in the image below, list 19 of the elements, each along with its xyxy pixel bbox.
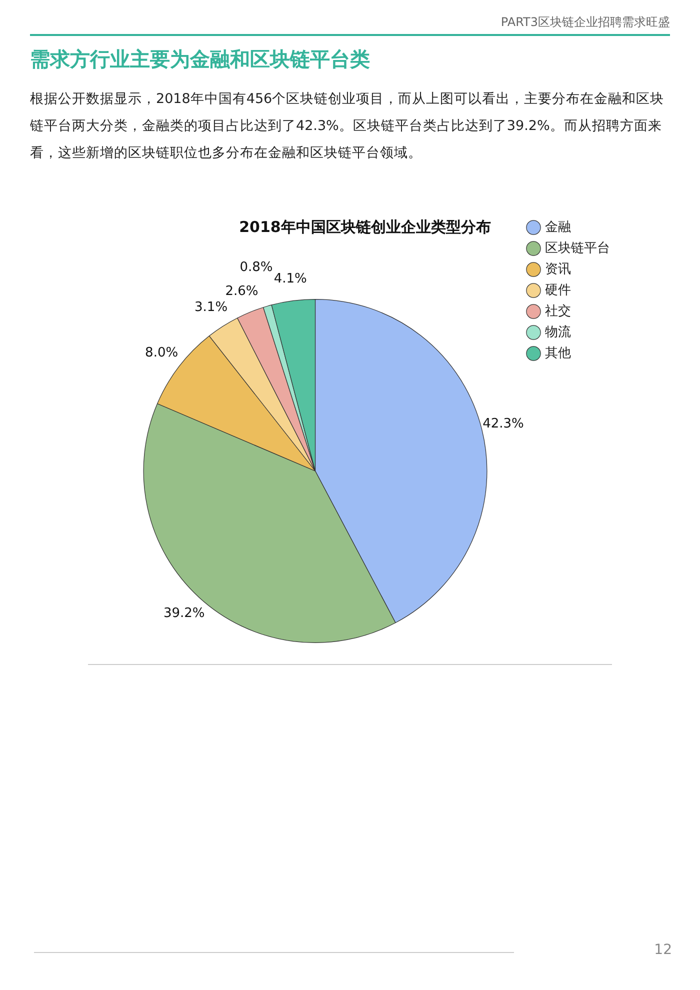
legend-label: 物流 [545, 324, 571, 340]
text: 根据公开数据显示，2018年中国有456个区块链创业项目，而从上图可以看出，主要分布在金融和区块链平台两大分类，金融类的项目占比达到了42.3%。区块链平台类占比达到了39.2%。而从招聘方面来看，这些新增的区块链职位也多分布在金融和区块链平台领域。 [30, 90, 666, 163]
text: 需求方行业主要为金融和区块链平台类 [30, 46, 370, 73]
legend-label: 区块链平台 [545, 240, 610, 256]
data-label: 42.3% [482, 416, 524, 432]
legend-label: 资讯 [545, 262, 571, 277]
data-label: 39.2% [163, 606, 205, 621]
data-label: 4.1% [274, 271, 307, 286]
legend-label: 社交 [545, 302, 571, 319]
legend-label: 其他 [545, 346, 571, 361]
text: 12 [654, 942, 672, 958]
legend-label: 硬件 [545, 282, 571, 298]
data-label: 0.8% [240, 260, 273, 276]
data-label: 8.0% [145, 345, 178, 360]
data-label: 2.6% [225, 284, 258, 300]
text: PART3区块链企业招聘需求旺盛 [500, 14, 670, 31]
data-label: 3.1% [194, 300, 228, 316]
chart-title: 2018年中国区块链创业企业类型分布 [239, 218, 491, 236]
legend-label: 金融 [545, 220, 571, 235]
